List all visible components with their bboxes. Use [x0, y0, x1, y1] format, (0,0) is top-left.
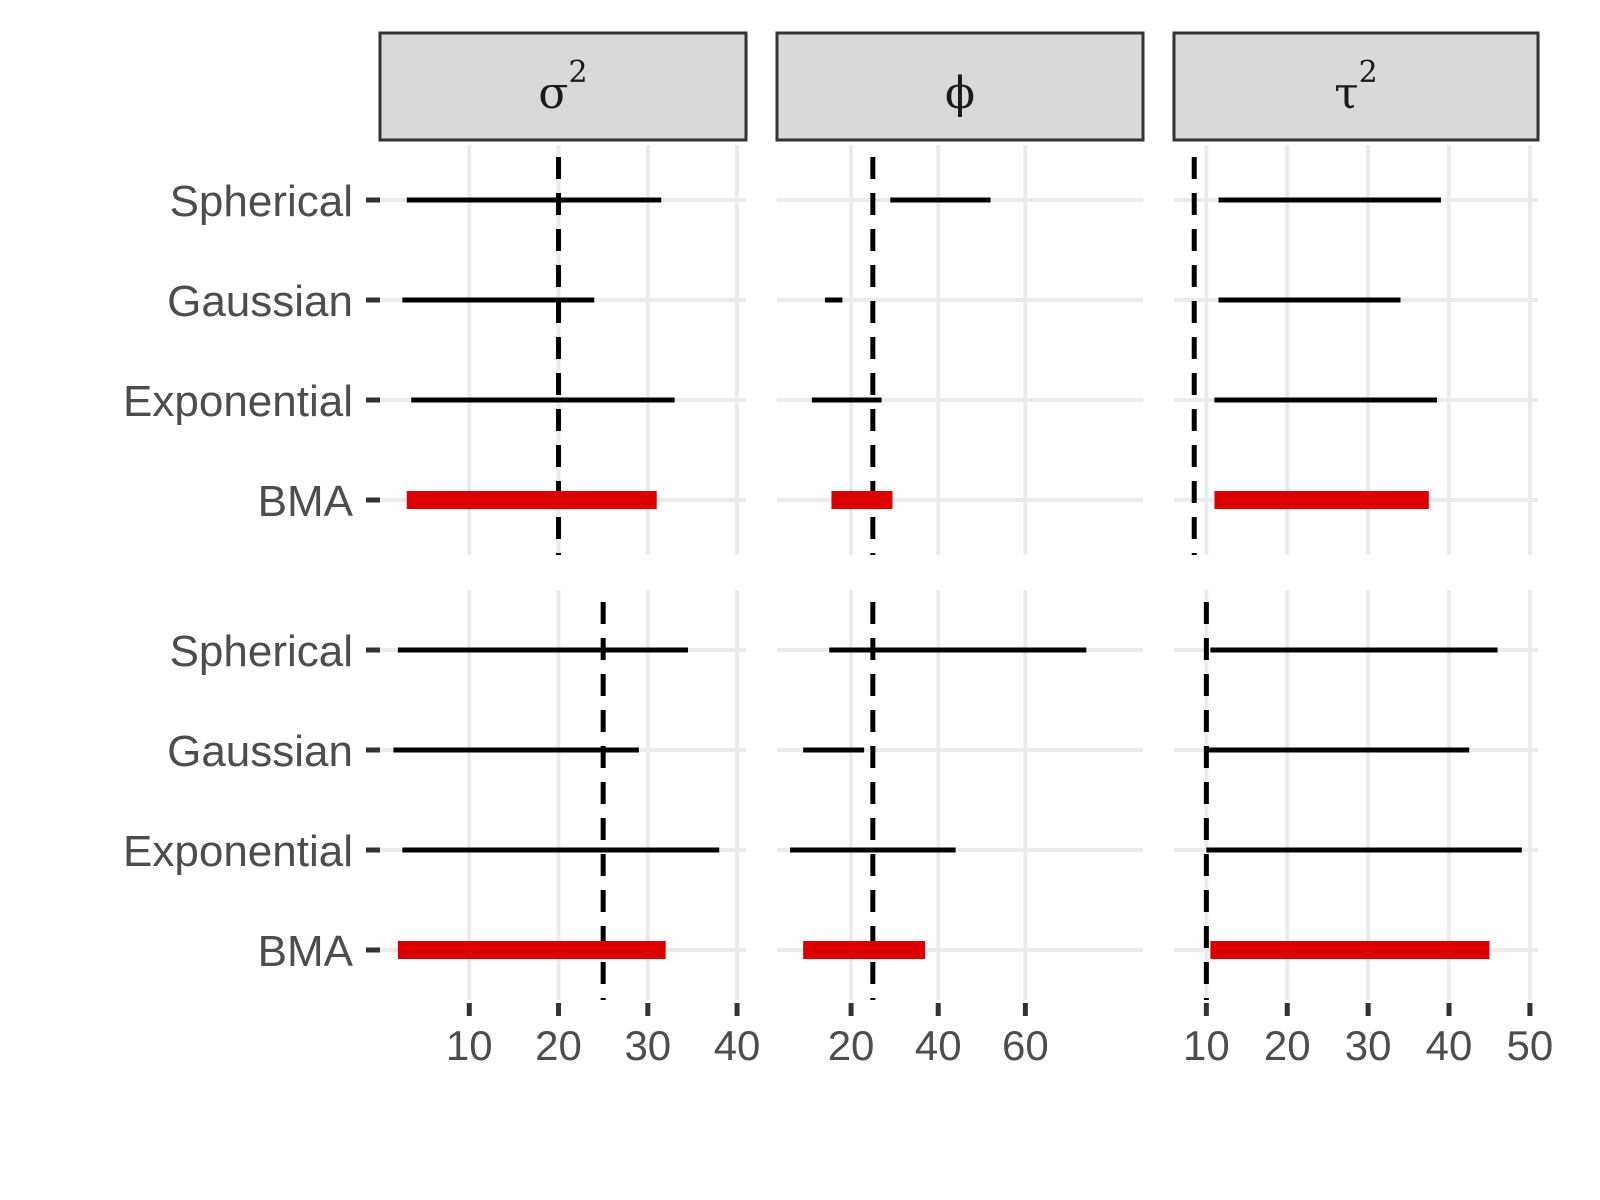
x-tick-label: 40 [714, 1022, 761, 1069]
strip-tau2 [1172, 31, 1540, 142]
x-tick-label: 40 [915, 1022, 962, 1069]
y-tick-label: Spherical [170, 177, 353, 226]
x-tick-label: 10 [1183, 1022, 1230, 1069]
y-tick-label: Exponential [123, 377, 353, 426]
x-tick-label: 50 [1507, 1022, 1554, 1069]
y-tick-label: Spherical [170, 627, 353, 676]
strip-phi [775, 31, 1145, 142]
grid-lines [380, 145, 1538, 1000]
strip-label-phi: ϕ [945, 68, 975, 119]
reference-lines [556, 157, 1209, 1000]
x-tick-label: 20 [828, 1022, 875, 1069]
facet-strips: σ2 ϕ τ2 [378, 31, 1540, 142]
x-tick-label: 20 [535, 1022, 582, 1069]
x-tick-label: 30 [1345, 1022, 1392, 1069]
x-tick-label: 30 [624, 1022, 671, 1069]
y-tick-label: Gaussian [167, 727, 353, 776]
interval-marks [393, 197, 1522, 959]
y-tick-label: BMA [258, 477, 354, 526]
y-tick-label: BMA [258, 927, 354, 976]
x-axis: 10 20 30 40 20 40 60 10 20 30 40 50 [446, 1003, 1553, 1069]
y-tick-label: Exponential [123, 827, 353, 876]
y-tick-label: Gaussian [167, 277, 353, 326]
x-tick-label: 20 [1264, 1022, 1311, 1069]
strip-sigma2 [378, 31, 748, 142]
x-tick-label: 60 [1002, 1022, 1049, 1069]
x-tick-label: 10 [446, 1022, 493, 1069]
y-axis: Spherical Gaussian Exponential BMA Spherical… [123, 177, 380, 976]
x-tick-label: 40 [1426, 1022, 1473, 1069]
